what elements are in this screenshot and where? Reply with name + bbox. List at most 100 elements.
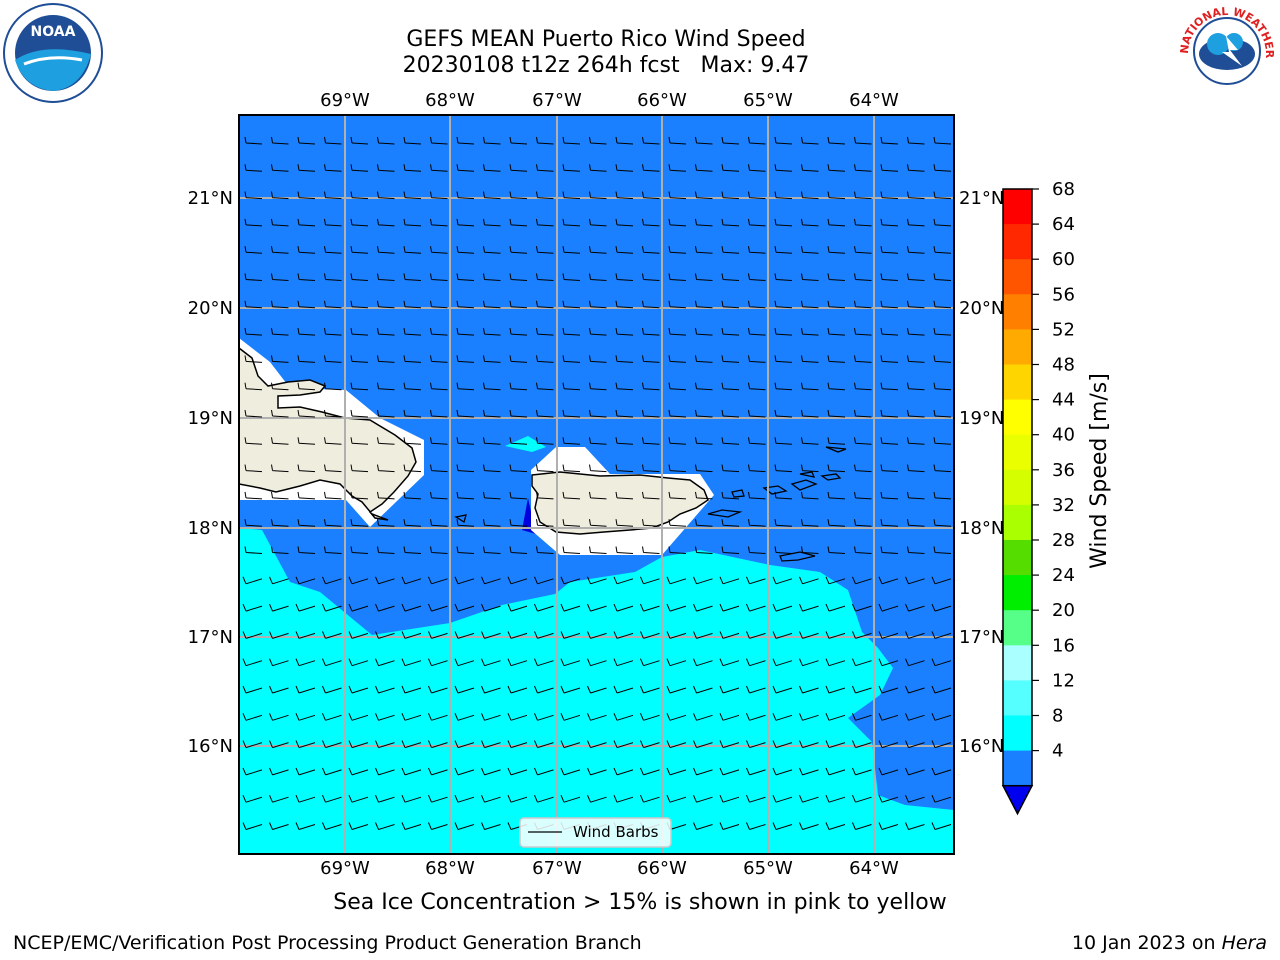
wind-barb: [693, 767, 713, 776]
wind-barb: [324, 491, 342, 500]
wind-barb: [774, 519, 793, 527]
colorbar-tick-label: 64: [1052, 214, 1075, 235]
wind-barb: [403, 273, 422, 281]
wind-barb: [613, 713, 634, 721]
wind-barb: [719, 740, 740, 749]
wind-barb: [509, 409, 528, 418]
wind-barb: [825, 576, 846, 585]
wind-barb: [668, 546, 687, 554]
wind-barb: [297, 218, 316, 227]
wind-barb: [933, 491, 952, 500]
wind-barb: [748, 382, 766, 391]
wind-barb: [348, 713, 369, 721]
wind-barb: [933, 218, 952, 227]
wind-barb: [852, 658, 872, 667]
wind-barb: [297, 437, 316, 445]
wind-barb: [297, 273, 316, 281]
wind-barb: [905, 822, 925, 830]
wind-barb: [931, 740, 952, 749]
wind-barb: [562, 464, 581, 473]
wind-barb: [774, 136, 793, 145]
wind-barb: [377, 191, 395, 200]
colorbar-segment: [1003, 540, 1032, 576]
wind-barb: [905, 631, 925, 639]
noaa-logo: NOAA: [3, 3, 103, 103]
wind-barb: [401, 576, 422, 585]
wind-barb: [350, 382, 369, 391]
wind-barb: [642, 519, 660, 527]
wind-barb: [615, 464, 634, 473]
wind-barb: [562, 491, 581, 500]
wind-barb: [483, 246, 501, 254]
wind-barb: [377, 409, 395, 418]
wind-barb: [295, 603, 316, 612]
wind-barb: [536, 164, 554, 172]
wind-barb: [693, 603, 713, 612]
colorbar-tick-label: 48: [1052, 355, 1075, 376]
wind-barb: [536, 409, 554, 418]
wind-barb: [269, 740, 289, 749]
colorbar-segment: [1003, 610, 1032, 646]
wind-barb: [772, 631, 793, 639]
wind-barb: [430, 246, 448, 254]
wind-barb: [295, 795, 316, 803]
wind-barb: [375, 822, 395, 830]
wind-barb: [562, 164, 581, 172]
wind-barb: [721, 246, 740, 254]
wind-barb: [719, 658, 740, 667]
wind-barb: [880, 328, 899, 336]
wind-barb: [615, 300, 634, 309]
wind-barb: [852, 603, 872, 612]
wind-barb: [880, 409, 899, 418]
wind-barb: [854, 355, 872, 363]
wind-barb: [271, 546, 289, 554]
wind-barb: [324, 546, 342, 554]
wind-barb: [933, 519, 952, 527]
wind-barb: [375, 713, 395, 721]
wind-barb: [799, 822, 819, 830]
wind-barb: [430, 300, 448, 309]
wind-barb: [852, 740, 872, 749]
wind-barb: [719, 685, 740, 694]
hispaniola-land: [239, 347, 417, 521]
wind-barb: [560, 576, 581, 585]
wind-barb: [642, 464, 660, 473]
wind-barb: [905, 795, 925, 803]
wind-barb: [746, 822, 766, 830]
colorbar-segment: [1003, 680, 1032, 716]
lon-label: 68°W: [425, 858, 475, 879]
wind-barb: [748, 136, 766, 145]
wind-barb: [403, 382, 422, 391]
wind-barb: [748, 300, 766, 309]
wind-barb: [269, 795, 289, 803]
wind-barb: [271, 136, 289, 145]
wind-barb: [719, 822, 740, 830]
wind-barb: [748, 355, 766, 363]
colorbar-tick-label: 68: [1052, 179, 1075, 200]
wind-barb: [269, 713, 289, 721]
wind-barb: [348, 795, 369, 803]
wind-barb: [271, 437, 289, 445]
wind-barb: [693, 576, 713, 585]
colorbar-tick-label: 12: [1052, 670, 1075, 691]
wind-barb: [774, 546, 793, 554]
wind-barb: [509, 491, 528, 500]
legend-label: Wind Barbs: [573, 823, 659, 841]
wind-barb: [668, 409, 687, 418]
wind-barb: [456, 382, 475, 391]
wind-barb: [854, 491, 872, 500]
wind-barb: [907, 491, 925, 500]
wind-barb: [507, 631, 528, 639]
wind-barb: [456, 273, 475, 281]
wind-barb: [456, 409, 475, 418]
wind-barb: [827, 491, 846, 500]
wind-barb: [721, 382, 740, 391]
wind-barb: [244, 464, 263, 473]
wind-barb: [827, 409, 846, 418]
wind-barb: [827, 437, 846, 445]
wind-barb: [483, 273, 501, 281]
colorbar-segment: [1003, 329, 1032, 365]
wind-barb: [589, 546, 607, 554]
wind-barb: [507, 795, 528, 803]
wind-barb: [377, 164, 395, 172]
